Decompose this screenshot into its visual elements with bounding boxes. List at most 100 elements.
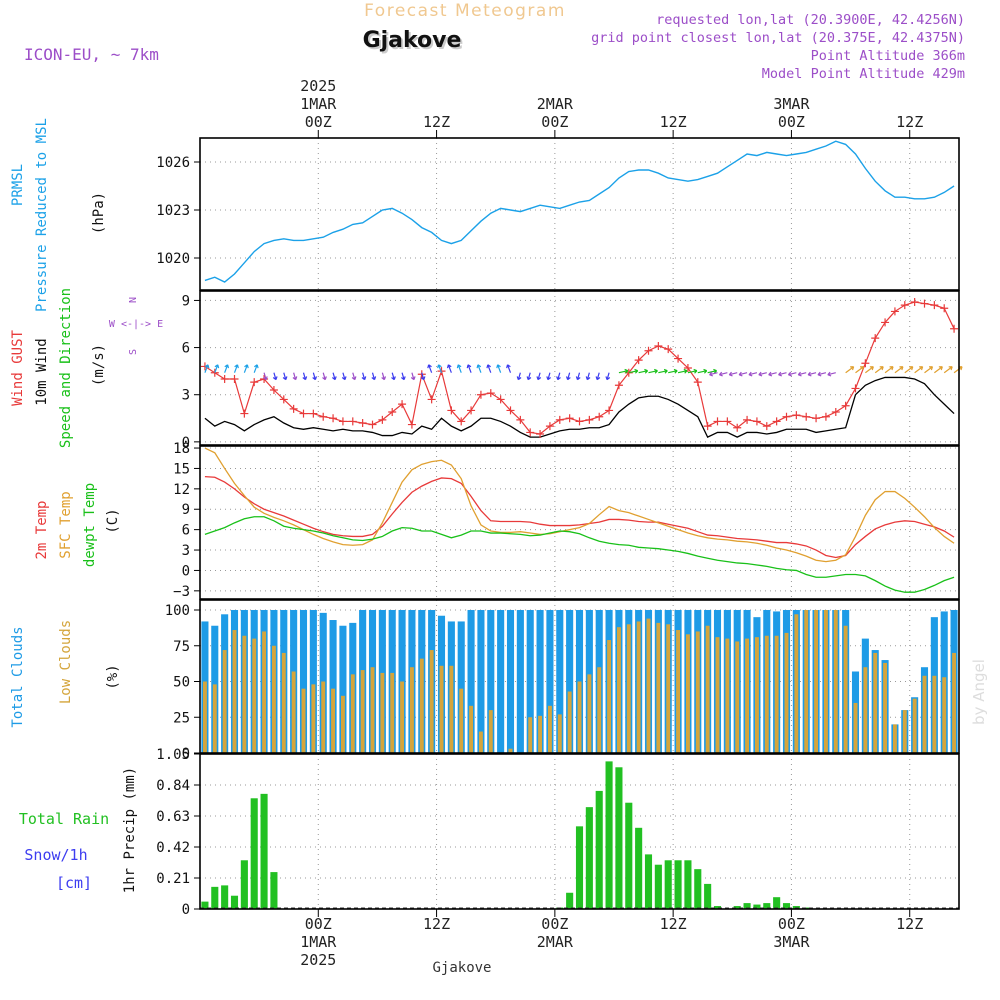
ytick-label: 3 [182, 543, 190, 559]
low-clouds-bar [429, 650, 434, 753]
total-clouds-bar [329, 620, 337, 753]
model-altitude: Model Point Altitude 429m [762, 66, 965, 82]
wind-direction-arrow [466, 364, 472, 373]
gust-point [900, 301, 909, 310]
wind-direction-arrow [282, 372, 288, 381]
low-clouds-bar [469, 705, 474, 753]
low-clouds-bar [478, 731, 483, 753]
gust-point [940, 304, 949, 313]
low-clouds-bar [774, 635, 779, 753]
wind-direction-arrow [778, 371, 787, 377]
wind-direction-arrow [874, 366, 884, 374]
gust-point [220, 375, 229, 383]
ms-unit-label: (m/s) [91, 344, 107, 386]
low-clouds-bar [271, 645, 276, 753]
gust-point [476, 390, 485, 399]
gust-point [644, 346, 653, 355]
cloud-labels: Total Clouds Low Clouds (%) [10, 620, 121, 728]
ytick-label: 0.21 [156, 871, 190, 887]
wind-direction-arrow [638, 368, 649, 374]
low-clouds-bar [685, 634, 690, 753]
low-clouds-bar [301, 688, 306, 753]
gust-point [871, 334, 880, 343]
product-title: Forecast Meteogram [364, 1, 566, 21]
ytick-label: 9 [182, 502, 190, 518]
low-clouds-bar [331, 688, 336, 753]
wind-direction-arrow [787, 371, 797, 377]
low-clouds-bar [212, 684, 217, 753]
gust-point [269, 386, 278, 394]
gust-point [733, 423, 742, 432]
temp-labels: 2m Temp SFC Temp dewpt Temp (C) [34, 483, 121, 567]
low-clouds-bar [488, 710, 493, 753]
low-clouds-bar [587, 674, 592, 753]
dewpt-label: dewpt Temp [82, 483, 98, 567]
wind-direction-arrow [302, 372, 308, 381]
gust-point [674, 354, 683, 363]
gust-point [723, 417, 732, 426]
panel-frame [199, 445, 960, 600]
gust-point [368, 420, 377, 429]
gust-point [752, 417, 761, 426]
top-time-label: 3MAR [773, 95, 810, 113]
ytick-label: 50 [173, 675, 190, 691]
gust-point [713, 417, 722, 426]
low-clouds-bar [597, 667, 602, 753]
rain-bar [270, 872, 278, 909]
sfc-temp-line [204, 447, 955, 563]
low-clouds-bar [912, 698, 917, 753]
wind-direction-arrow [446, 364, 452, 373]
bottom-time-label: 00Z [541, 915, 568, 933]
wind-direction-arrow [894, 366, 904, 374]
gust-point [348, 417, 357, 426]
wind-direction-arrow [845, 366, 855, 374]
gust-point [240, 409, 249, 418]
gust-point [664, 345, 673, 354]
rain-bar [684, 860, 692, 909]
rain-bar [674, 860, 682, 909]
low-clouds-bar [449, 665, 454, 753]
credit: by Angel [970, 659, 988, 725]
gust-point [565, 414, 574, 423]
wind-direction-arrow [933, 366, 943, 374]
wind-direction-arrow [420, 372, 426, 381]
low-clouds-bar [400, 681, 405, 753]
rain-bar [763, 903, 771, 909]
precip-unit-label: 1hr Precip (mm) [122, 767, 138, 893]
wind-direction-arrow [496, 364, 502, 373]
rain-bar [704, 883, 712, 909]
wind-direction-arrow [427, 364, 433, 373]
pressure-line [204, 140, 955, 283]
rain-bar [753, 904, 761, 909]
low-clouds-bar [922, 675, 927, 753]
total-clouds-bar [487, 610, 495, 753]
total-clouds-bar [339, 625, 347, 753]
wind-direction-arrow [855, 366, 865, 374]
wind-direction-arrow [575, 372, 581, 381]
total-clouds-bar [546, 610, 554, 753]
total-clouds-bar [566, 610, 574, 753]
compass-we: W <-|-> E [109, 319, 163, 330]
pressure-labels: PRMSL Pressure Reduced to MSL (hPa) [10, 118, 107, 312]
gust-point [802, 412, 811, 421]
ytick-label: 6 [182, 523, 190, 539]
rain-bar [201, 901, 209, 909]
wind-direction-arrow [456, 364, 462, 373]
low-clouds-bar [754, 637, 759, 753]
low-clouds-bar [459, 688, 464, 753]
bottom-time-label: 00Z [305, 915, 332, 933]
gust-point [309, 409, 318, 418]
low-clouds-bar [360, 670, 365, 753]
wind-direction-arrow [476, 364, 482, 373]
gust-point [772, 417, 781, 426]
compass-n: N [128, 297, 139, 303]
rain-bar [615, 767, 623, 909]
wind-labels: Wind GUST 10m Wind Speed and Direction (… [10, 288, 163, 448]
prmsl-label: PRMSL [10, 164, 26, 206]
top-time-label: 00Z [305, 113, 332, 131]
requested-coords: requested lon,lat (20.3900E, 42.4256N) [656, 12, 965, 28]
rain-bar [635, 827, 643, 909]
rain-bar [211, 886, 219, 909]
wind10m-line [204, 376, 955, 439]
model-label: ICON-EU, ~ 7km [24, 45, 159, 64]
